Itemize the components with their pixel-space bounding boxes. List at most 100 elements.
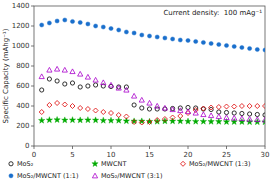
point — [240, 111, 244, 115]
y-tick — [31, 46, 34, 47]
point — [39, 117, 45, 123]
point — [224, 104, 229, 109]
legend-label: MWCNT — [101, 160, 126, 168]
point — [70, 81, 74, 85]
y-tick — [31, 26, 34, 27]
point — [47, 67, 52, 72]
point — [178, 108, 183, 113]
y-tick-label: 400 — [16, 102, 29, 110]
point — [139, 97, 144, 102]
point — [77, 117, 83, 123]
point — [240, 45, 244, 49]
x-tick — [34, 146, 35, 149]
x-tick-label: 20 — [184, 151, 193, 159]
point — [132, 103, 136, 107]
point — [232, 115, 237, 120]
point — [78, 71, 83, 76]
x-tick — [72, 146, 73, 149]
point — [78, 106, 83, 111]
point — [255, 112, 259, 116]
legend-marker — [181, 161, 186, 166]
x-tick-label: 30 — [261, 151, 270, 159]
chart: 0200400600800100012001400051015202530Spe… — [0, 0, 273, 189]
point — [239, 116, 244, 121]
point — [147, 107, 151, 111]
x-tick-label: 0 — [32, 151, 36, 159]
point — [155, 107, 159, 111]
point — [170, 115, 175, 120]
series — [39, 101, 265, 126]
point — [185, 109, 190, 114]
point — [255, 104, 260, 109]
point — [147, 100, 152, 105]
annotation: Current density: 100 mAg⁻¹ — [163, 9, 262, 17]
point — [201, 40, 205, 44]
point — [92, 117, 98, 123]
point — [209, 41, 213, 45]
y-tick-label: 600 — [16, 82, 29, 90]
point — [47, 21, 51, 25]
point — [116, 117, 122, 123]
point — [108, 117, 114, 123]
point — [85, 107, 90, 112]
x-tick-label: 10 — [107, 151, 116, 159]
point — [155, 118, 160, 123]
point — [163, 36, 167, 40]
point — [55, 79, 59, 83]
plot-frame — [34, 6, 265, 146]
point — [255, 117, 260, 122]
point — [209, 113, 214, 118]
point — [69, 117, 75, 123]
legend-label: MoS₂/MWCNT (1:1) — [17, 172, 79, 180]
legend-marker — [92, 161, 98, 167]
point — [209, 105, 214, 110]
point — [47, 103, 52, 108]
point — [78, 20, 82, 24]
point — [224, 43, 228, 47]
x-tick-label: 25 — [222, 151, 231, 159]
y-tick — [31, 106, 34, 107]
point — [131, 118, 137, 124]
point — [193, 110, 198, 115]
point — [171, 106, 175, 110]
point — [255, 47, 259, 51]
point — [217, 42, 221, 46]
point — [247, 104, 252, 109]
point — [101, 80, 106, 85]
point — [262, 117, 265, 122]
point — [116, 85, 121, 90]
point — [162, 105, 167, 110]
point — [224, 110, 228, 114]
series — [39, 117, 265, 125]
point — [93, 77, 98, 82]
point — [108, 82, 113, 87]
point — [263, 104, 266, 109]
point — [94, 24, 98, 28]
point — [117, 85, 121, 89]
x-tick — [149, 146, 150, 149]
y-tick-label: 1400 — [12, 2, 30, 10]
point — [224, 115, 229, 120]
y-tick-label: 0 — [25, 142, 29, 150]
point — [39, 110, 44, 115]
y-tick — [31, 126, 34, 127]
point — [47, 77, 51, 81]
point — [155, 35, 159, 39]
point — [193, 118, 199, 124]
x-tick-label: 5 — [70, 151, 74, 159]
legend-marker — [9, 174, 13, 178]
legend-label: MoS₂ — [17, 160, 34, 168]
point — [146, 118, 152, 124]
point — [263, 113, 265, 117]
point — [101, 110, 106, 115]
point — [117, 28, 121, 32]
series — [40, 77, 265, 117]
point — [169, 118, 175, 124]
legend-label: MoS₂/MWCNT (3:1) — [101, 172, 163, 180]
x-tick — [265, 146, 266, 149]
point — [232, 104, 237, 109]
point — [171, 37, 175, 41]
point — [55, 19, 59, 23]
point — [100, 117, 106, 123]
point — [70, 104, 75, 109]
